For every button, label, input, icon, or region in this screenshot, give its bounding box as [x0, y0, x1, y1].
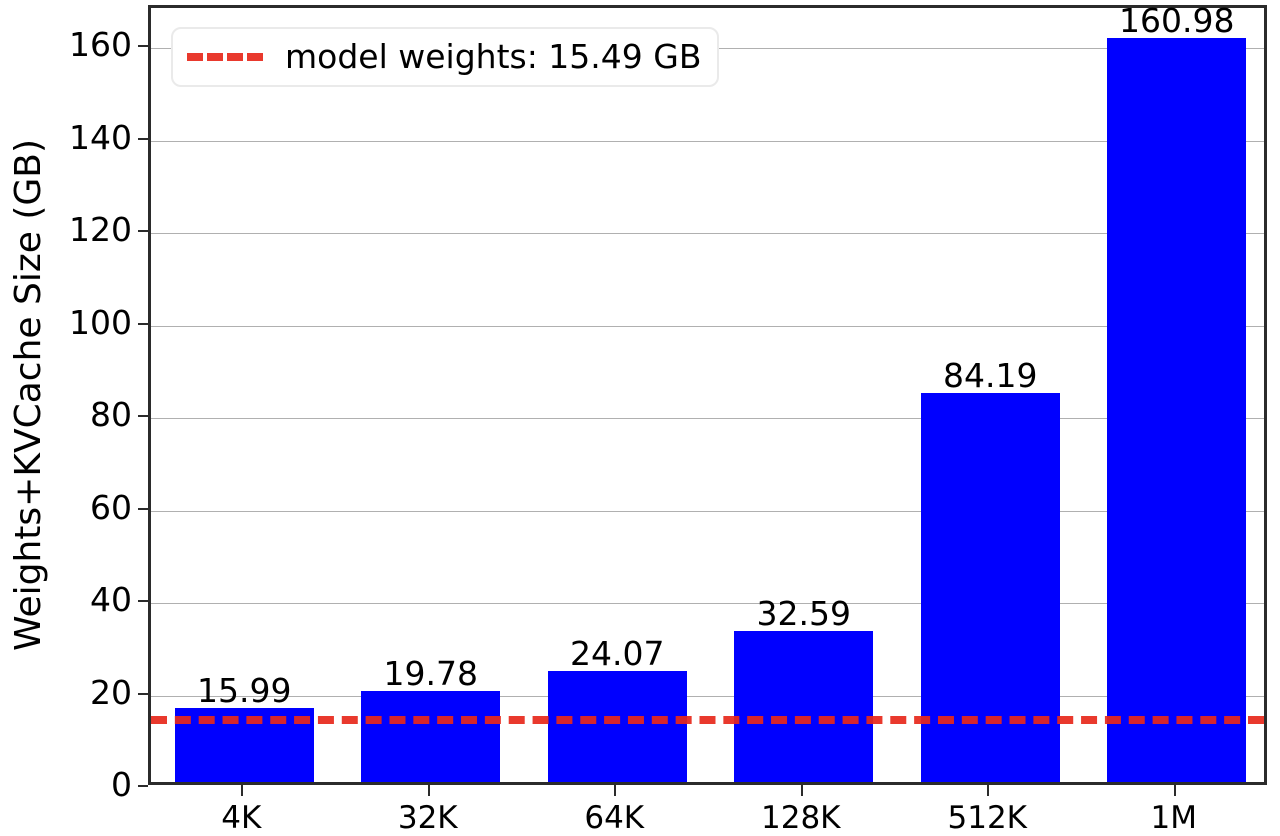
bar-value-label: 24.07	[570, 633, 665, 673]
bar-value-label: 19.78	[383, 653, 478, 693]
y-tick-label: 60	[90, 487, 132, 527]
legend: model weights: 15.49 GB	[171, 27, 720, 87]
y-tick-mark	[138, 230, 148, 233]
x-tick-label: 64K	[584, 800, 645, 836]
bar-value-label: 32.59	[756, 594, 851, 634]
gridline	[151, 695, 1264, 697]
x-tick-label: 4K	[221, 800, 262, 836]
y-tick-label: 20	[90, 672, 132, 712]
x-tick-mark	[241, 785, 244, 796]
y-tick-mark	[138, 785, 148, 787]
model-weights-threshold-line	[151, 716, 1264, 725]
y-tick-label: 120	[69, 210, 132, 250]
x-tick-label: 128K	[761, 800, 841, 836]
bar	[734, 631, 874, 782]
y-tick-mark	[138, 600, 148, 603]
x-tick-mark	[614, 785, 617, 796]
x-tick-label: 32K	[397, 800, 458, 836]
y-tick-mark	[138, 692, 148, 695]
gridline	[151, 140, 1264, 142]
gridline	[151, 233, 1264, 235]
gridline	[151, 418, 1264, 420]
legend-dashed-line-icon	[187, 52, 263, 61]
bar-value-label: 84.19	[943, 355, 1038, 395]
y-tick-label: 100	[69, 302, 132, 342]
x-tick-mark	[987, 785, 990, 796]
x-tick-label: 512K	[947, 800, 1028, 836]
y-tick-label: 80	[90, 395, 132, 435]
y-tick-mark	[138, 507, 148, 510]
gridline	[151, 603, 1264, 605]
bar	[1107, 37, 1247, 782]
y-tick-mark	[138, 322, 148, 325]
y-tick-mark	[138, 45, 148, 48]
plot-area: 15.99 19.78 24.07 32.59 84.19 160.98 model we…	[148, 0, 1267, 785]
y-tick-label: 40	[90, 580, 132, 620]
y-tick-label: 140	[69, 117, 132, 157]
x-tick-mark	[427, 785, 430, 796]
y-tick-mark	[138, 137, 148, 140]
x-tick-mark	[1173, 785, 1176, 796]
y-tick-label: 0	[111, 765, 132, 804]
bar-value-label: 15.99	[197, 671, 292, 711]
y-axis-title: Weights+KVCache Size (GB)	[7, 139, 49, 651]
bar	[547, 670, 687, 782]
y-tick-label: 160	[69, 25, 132, 65]
gridline	[151, 510, 1264, 512]
gridline	[151, 325, 1264, 327]
bar	[361, 690, 501, 782]
x-tick-label: 1M	[1150, 800, 1197, 836]
y-tick-mark	[138, 415, 148, 418]
x-tick-mark	[800, 785, 803, 796]
legend-label: model weights: 15.49 GB	[285, 37, 702, 76]
bar-value-label: 160.98	[1119, 0, 1235, 40]
